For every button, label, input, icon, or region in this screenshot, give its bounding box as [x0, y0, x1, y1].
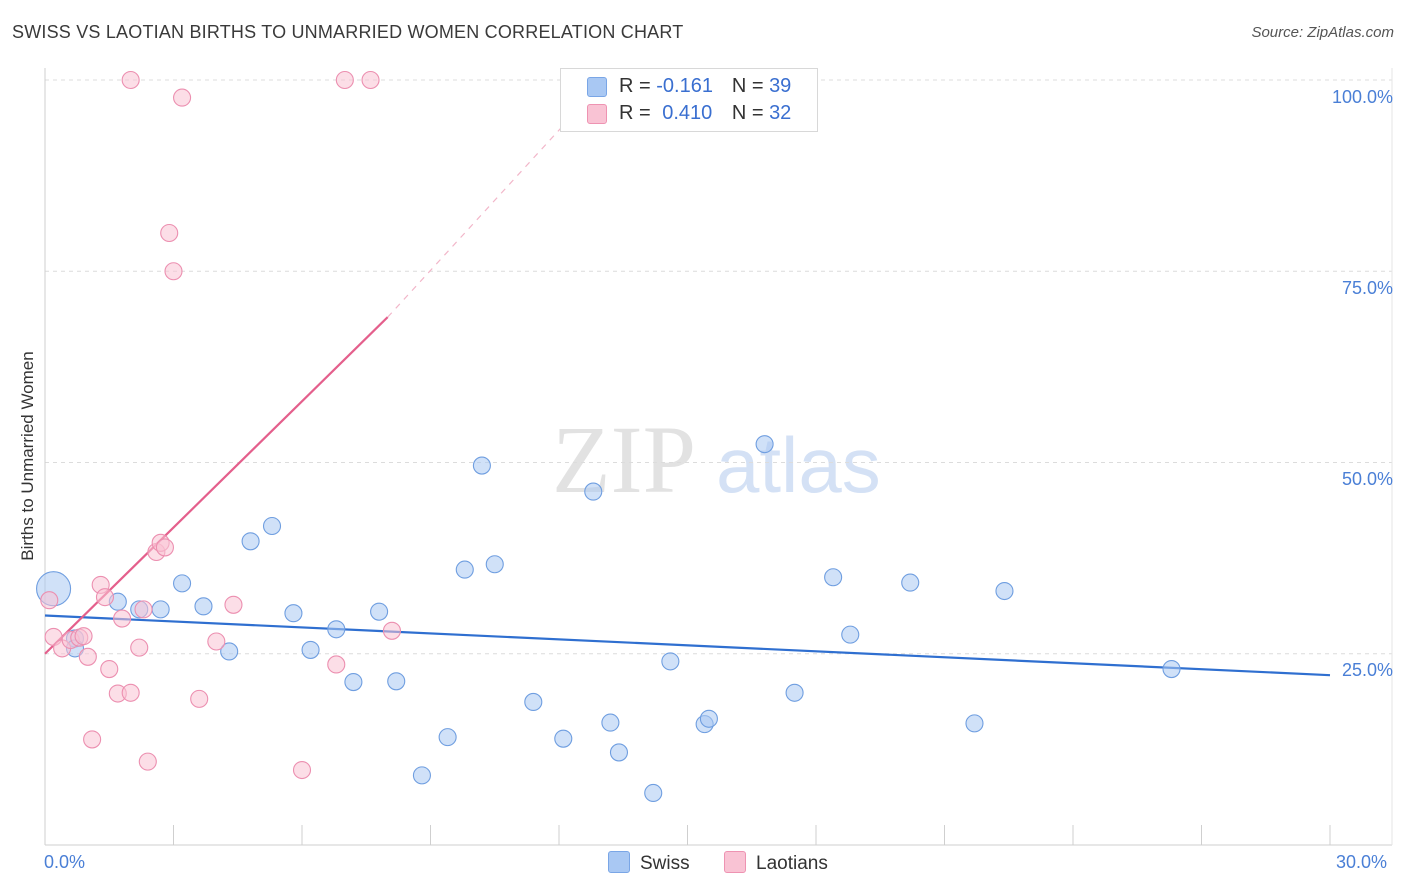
point-swiss: [151, 600, 170, 619]
point-swiss: [1162, 659, 1181, 679]
point-swiss: [755, 435, 774, 454]
y-axis-label: Births to Unmarried Women: [18, 351, 37, 561]
point-laotians: [100, 659, 119, 679]
point-laotians: [327, 655, 346, 674]
point-swiss: [387, 672, 406, 691]
point-swiss: [824, 568, 843, 587]
legend-swatch-laotians: [587, 104, 607, 124]
point-laotians: [83, 730, 102, 749]
point-laotians: [113, 609, 132, 628]
point-laotians: [134, 600, 153, 619]
correlation-legend: R = -0.161 N = 39 R = 0.410 N = 32: [560, 68, 818, 132]
point-swiss: [841, 625, 860, 644]
point-swiss: [485, 555, 504, 574]
series-swatch-laotians: [724, 851, 746, 873]
point-laotians: [40, 591, 59, 610]
trendline-swiss: [44, 614, 1331, 677]
point-laotians: [361, 70, 380, 90]
point-swiss: [901, 573, 920, 592]
point-laotians: [138, 752, 157, 771]
point-swiss: [995, 581, 1014, 601]
point-swiss: [438, 728, 457, 747]
point-laotians: [207, 632, 226, 651]
source-label: Source: ZipAtlas.com: [1251, 24, 1394, 41]
series-swatch-swiss: [608, 851, 630, 873]
watermark-zip: ZIP: [552, 406, 696, 513]
point-laotians: [292, 760, 312, 780]
legend-r-label: R =: [619, 75, 651, 97]
point-swiss: [301, 640, 320, 659]
point-laotians: [121, 683, 140, 702]
legend-r-laotians: 0.410: [662, 102, 713, 124]
point-swiss: [173, 574, 192, 593]
point-laotians: [224, 595, 243, 614]
legend-n-swiss: 39: [769, 75, 792, 97]
point-swiss: [601, 713, 620, 732]
point-laotians: [173, 88, 192, 107]
gridlines: [45, 79, 1392, 655]
point-swiss: [609, 743, 629, 762]
point-swiss: [327, 620, 346, 639]
point-swiss: [785, 683, 804, 702]
y-tick-100: 100.0%: [1331, 87, 1393, 107]
point-laotians: [382, 621, 402, 640]
point-laotians: [95, 588, 115, 607]
point-laotians: [160, 223, 179, 243]
point-swiss: [554, 729, 573, 748]
y-tick-75: 75.0%: [1341, 278, 1393, 298]
x-tick-min: 0.0%: [44, 852, 86, 872]
point-laotians: [130, 638, 149, 657]
point-swiss: [284, 604, 303, 623]
point-swiss: [220, 642, 239, 661]
legend-n-laotians: 32: [769, 102, 792, 124]
legend-row-swiss: R = -0.161 N = 39: [619, 74, 791, 98]
trendline-laotians: [44, 316, 389, 655]
chart-title: SWISS VS LAOTIAN BIRTHS TO UNMARRIED WOM…: [12, 22, 684, 42]
series-legend-swiss: Swiss: [608, 851, 690, 876]
point-swiss: [370, 602, 389, 621]
point-swiss: [524, 692, 543, 711]
point-swiss: [455, 560, 474, 579]
legend-r-label: R =: [619, 102, 651, 124]
point-swiss: [412, 766, 431, 785]
point-laotians: [74, 627, 93, 646]
trendlines: [44, 106, 1331, 677]
series-label-laotians: Laotians: [756, 853, 828, 874]
trendline-extension-laotians: [387, 106, 581, 318]
axes: [44, 68, 1393, 846]
point-swiss: [699, 709, 718, 728]
point-swiss: [965, 714, 984, 733]
point-swiss: [644, 783, 663, 803]
y-tick-25: 25.0%: [1341, 660, 1393, 680]
y-tick-50: 50.0%: [1341, 469, 1393, 489]
point-swiss: [262, 516, 282, 536]
legend-r-swiss: -0.161: [656, 75, 713, 97]
point-laotians: [190, 689, 209, 708]
point-laotians: [121, 70, 140, 90]
data-points: [36, 70, 1181, 803]
point-swiss: [241, 532, 260, 551]
point-laotians: [164, 262, 183, 281]
point-laotians: [155, 538, 174, 557]
x-tick-max: 30.0%: [1336, 852, 1388, 872]
point-swiss: [472, 456, 491, 475]
series-label-swiss: Swiss: [640, 853, 690, 874]
point-swiss: [344, 673, 363, 692]
point-laotians: [335, 70, 354, 90]
point-swiss: [584, 482, 603, 501]
legend-n-label: N =: [731, 75, 764, 97]
point-swiss: [194, 597, 213, 616]
legend-n-label: N =: [731, 102, 764, 124]
watermark-atlas: atlas: [716, 421, 881, 509]
legend-swatch-swiss: [587, 77, 607, 97]
point-laotians: [78, 647, 97, 666]
series-legend-laotians: Laotians: [724, 851, 828, 876]
point-swiss: [661, 652, 680, 671]
legend-row-laotians: R = 0.410 N = 32: [619, 101, 791, 125]
watermark: ZIP atlas: [552, 406, 881, 513]
